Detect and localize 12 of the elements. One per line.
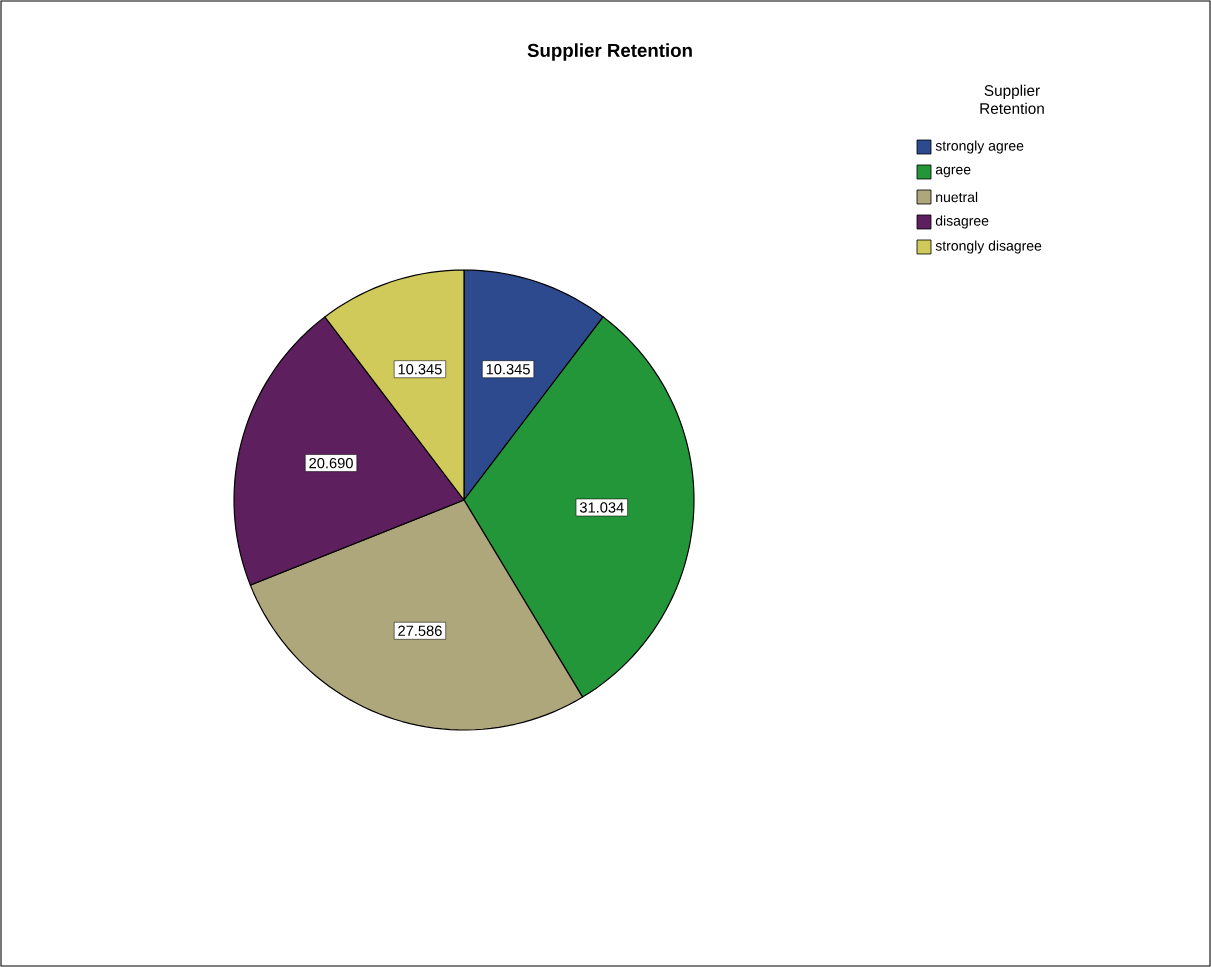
legend-label: disagree	[935, 215, 989, 229]
legend-label: nuetral	[936, 191, 978, 203]
data-label: 10.345	[398, 364, 442, 375]
data-label: 20.690	[309, 457, 353, 469]
legend-label: strongly disagree	[935, 240, 1042, 254]
legend-label: agree	[935, 166, 971, 178]
data-label: 31.034	[579, 502, 624, 513]
legend-label: strongly agree	[935, 140, 1024, 154]
data-label: 10.345	[486, 364, 530, 375]
legend-title: Supplier Retention	[980, 84, 1044, 114]
chart-title: Supplier Retention	[527, 43, 692, 61]
data-label: 27.586	[398, 625, 442, 636]
